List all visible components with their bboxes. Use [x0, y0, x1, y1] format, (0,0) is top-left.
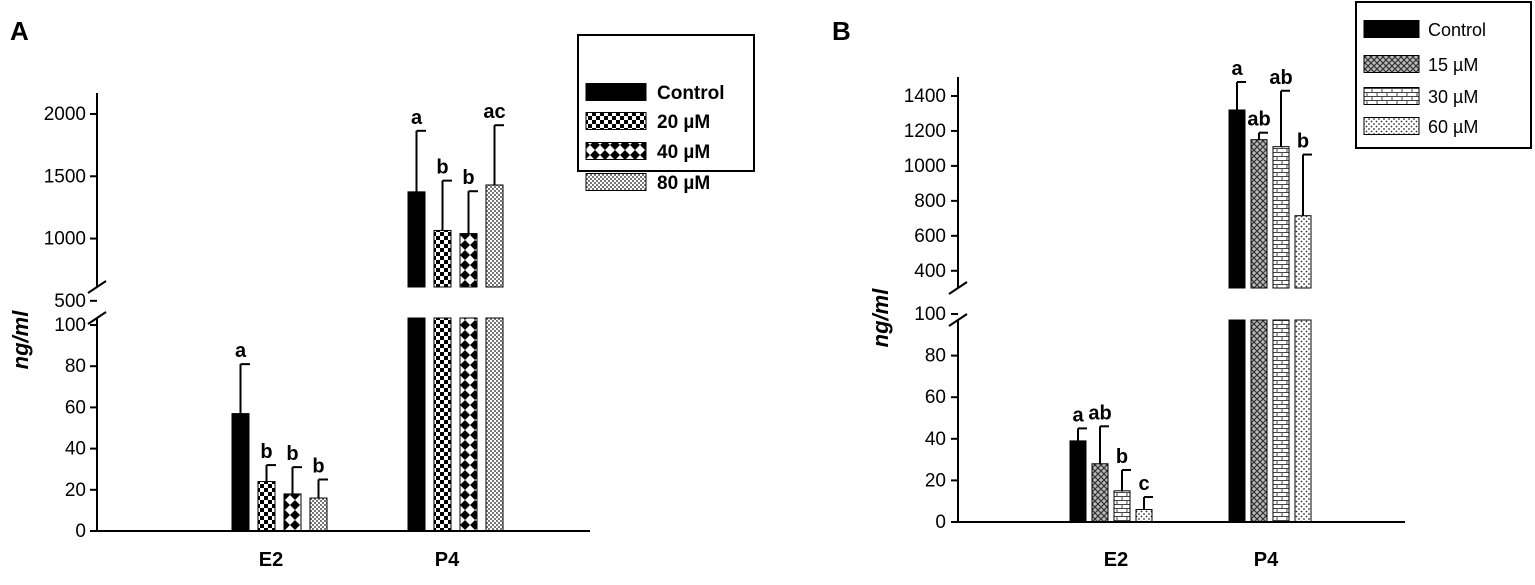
panel-a-chart: Aaabbbbbac020406080100500100015002000ng/…	[8, 16, 755, 571]
legend-label: 60 µM	[1428, 117, 1478, 137]
significance-label: b	[312, 456, 324, 478]
bar	[407, 191, 426, 288]
legend-label: Control	[1428, 20, 1486, 40]
significance-label: a	[235, 340, 247, 362]
y-tick-label: 20	[925, 470, 946, 491]
bar	[231, 413, 250, 532]
legend-swatch	[585, 83, 647, 101]
legend-swatch	[1363, 55, 1420, 73]
x-category-label: P4	[1254, 549, 1279, 571]
axis-break-mark	[948, 281, 968, 295]
bar	[1228, 319, 1246, 523]
significance-label: b	[1116, 446, 1128, 468]
legend-swatch	[585, 173, 647, 191]
bar	[1294, 215, 1312, 289]
y-axis-label: ng/ml	[8, 310, 33, 370]
bar	[283, 493, 302, 532]
legend-swatch	[1363, 117, 1420, 135]
y-tick-label: 60	[65, 397, 86, 418]
significance-label: a	[411, 107, 423, 129]
significance-label: b	[260, 441, 272, 463]
y-tick-label: 1000	[904, 156, 946, 177]
significance-label: ab	[1269, 67, 1292, 89]
significance-label: b	[462, 167, 474, 189]
legend-label: 30 µM	[1428, 87, 1478, 107]
significance-label: b	[286, 443, 298, 465]
y-tick-label: 40	[65, 439, 86, 460]
bar	[407, 317, 426, 532]
y-tick-label: 80	[65, 356, 86, 377]
panel-letter: B	[832, 16, 851, 46]
legend-label: 40 µM	[657, 142, 710, 163]
significance-label: ac	[483, 101, 505, 123]
y-tick-label: 80	[925, 346, 946, 367]
legend-swatch	[585, 112, 647, 130]
y-tick-label: 0	[75, 521, 86, 542]
axis-break-mark	[948, 313, 968, 327]
axis-break-mark	[87, 311, 107, 325]
bar	[1135, 509, 1153, 523]
y-tick-label: 1500	[44, 166, 86, 187]
panel-letter: A	[10, 16, 29, 46]
y-tick-label: 0	[935, 512, 946, 533]
legend-label: 15 µM	[1428, 55, 1478, 75]
bar	[1250, 319, 1268, 523]
bar	[1272, 146, 1290, 289]
bar	[485, 184, 504, 288]
y-tick-label: 600	[914, 226, 946, 247]
bar	[433, 317, 452, 532]
legend-label: 20 µM	[657, 112, 710, 133]
panel-b-chart: Baaababbabcb0204060801004006008001000120…	[832, 1, 1532, 571]
significance-label: c	[1138, 473, 1149, 495]
bar	[1272, 319, 1290, 523]
bar	[257, 481, 276, 532]
significance-label: b	[1297, 131, 1309, 153]
y-tick-label: 2000	[44, 104, 86, 125]
significance-label: ab	[1088, 402, 1111, 424]
y-tick-label: 100	[54, 315, 86, 336]
x-category-label: E2	[1104, 549, 1128, 571]
y-tick-label: 100	[914, 304, 946, 325]
legend-swatch	[1363, 87, 1420, 105]
bar	[1294, 319, 1312, 523]
significance-label: a	[1231, 58, 1243, 80]
bar	[1250, 139, 1268, 289]
bar	[309, 497, 328, 532]
bar	[485, 317, 504, 532]
bar	[433, 229, 452, 288]
y-tick-label: 40	[925, 429, 946, 450]
y-tick-label: 400	[914, 261, 946, 282]
y-tick-label: 20	[65, 480, 86, 501]
bar	[459, 317, 478, 532]
significance-label: b	[436, 157, 448, 179]
bar	[1228, 109, 1246, 289]
y-axis-label: ng/ml	[868, 288, 893, 348]
y-tick-label: 60	[925, 387, 946, 408]
bar	[459, 233, 478, 288]
x-category-label: P4	[435, 549, 460, 571]
x-category-label: E2	[259, 549, 283, 571]
y-tick-label: 1000	[44, 229, 86, 250]
axis-break-mark	[87, 280, 107, 294]
bar	[1113, 490, 1131, 523]
y-tick-label: 800	[914, 191, 946, 212]
significance-label: a	[1072, 404, 1084, 426]
legend-label: Control	[657, 83, 725, 104]
legend-swatch	[1363, 20, 1420, 38]
legend-swatch	[585, 142, 647, 160]
significance-label: ab	[1247, 109, 1270, 131]
y-tick-label: 1200	[904, 121, 946, 142]
y-tick-label: 500	[54, 291, 86, 312]
y-tick-label: 1400	[904, 86, 946, 107]
bar	[1069, 440, 1087, 523]
bar	[1091, 463, 1109, 523]
legend-label: 80 µM	[657, 173, 710, 194]
